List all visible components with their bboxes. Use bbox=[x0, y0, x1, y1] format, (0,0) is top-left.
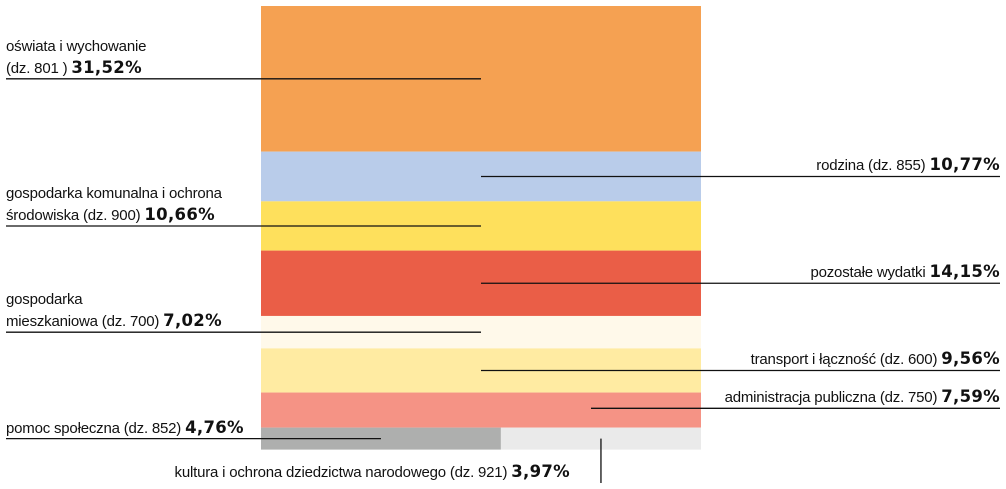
segment-administracja bbox=[261, 392, 701, 428]
segment-pomoc bbox=[261, 427, 501, 450]
label-pomoc: pomoc społeczna (dz. 852) 4,76% bbox=[6, 417, 306, 439]
label-text: transport i łączność (dz. 600) bbox=[750, 351, 938, 369]
leader-lines bbox=[6, 78, 1000, 483]
value-label: 10,77% bbox=[929, 155, 1000, 175]
value-label: 14,15% bbox=[929, 262, 1000, 282]
label-gospodarka-komunalna: gospodarka komunalna i ochrona środowiska… bbox=[6, 183, 306, 226]
label-transport: transport i łączność (dz. 600) 9,56% bbox=[580, 348, 1000, 370]
label-kultura: kultura i ochrona dziedzictwa narodowego… bbox=[140, 461, 570, 483]
label-text: gospodarka bbox=[6, 291, 83, 309]
value-label: 4,76% bbox=[185, 417, 244, 437]
segment-kultura bbox=[500, 427, 701, 450]
segment-blocks bbox=[261, 6, 701, 450]
value-label: 3,97% bbox=[511, 462, 570, 481]
label-text: pozostałe wydatki bbox=[810, 264, 926, 282]
label-text: rodzina (dz. 855) bbox=[816, 157, 926, 175]
value-label: 31,52% bbox=[71, 57, 142, 77]
value-label: 7,02% bbox=[163, 311, 222, 331]
label-gospodarka-mieszkaniowa: gospodarka mieszkaniowa (dz. 700) 7,02% bbox=[6, 289, 306, 332]
label-text: gospodarka komunalna i ochrona bbox=[6, 184, 222, 202]
label-oswiata: oświata i wychowanie (dz. 801 ) 31,52% bbox=[6, 36, 306, 79]
label-text: administracja publiczna (dz. 750) bbox=[724, 389, 938, 407]
label-text: środowiska (dz. 900) bbox=[6, 206, 141, 224]
label-text: mieszkaniowa (dz. 700) bbox=[6, 313, 160, 331]
label-administracja: administracja publiczna (dz. 750) 7,59% bbox=[580, 386, 1000, 408]
value-label: 7,59% bbox=[941, 387, 1000, 407]
label-text: kultura i ochrona dziedzictwa narodowego… bbox=[174, 464, 508, 481]
label-text: oświata i wychowanie bbox=[6, 37, 147, 55]
label-pozostale: pozostałe wydatki 14,15% bbox=[580, 261, 1000, 283]
label-text: pomoc społeczna (dz. 852) bbox=[6, 419, 182, 437]
label-text: (dz. 801 ) bbox=[6, 59, 68, 77]
value-label: 9,56% bbox=[941, 349, 1000, 369]
label-rodzina: rodzina (dz. 855) 10,77% bbox=[580, 154, 1000, 176]
value-label: 10,66% bbox=[144, 204, 215, 224]
